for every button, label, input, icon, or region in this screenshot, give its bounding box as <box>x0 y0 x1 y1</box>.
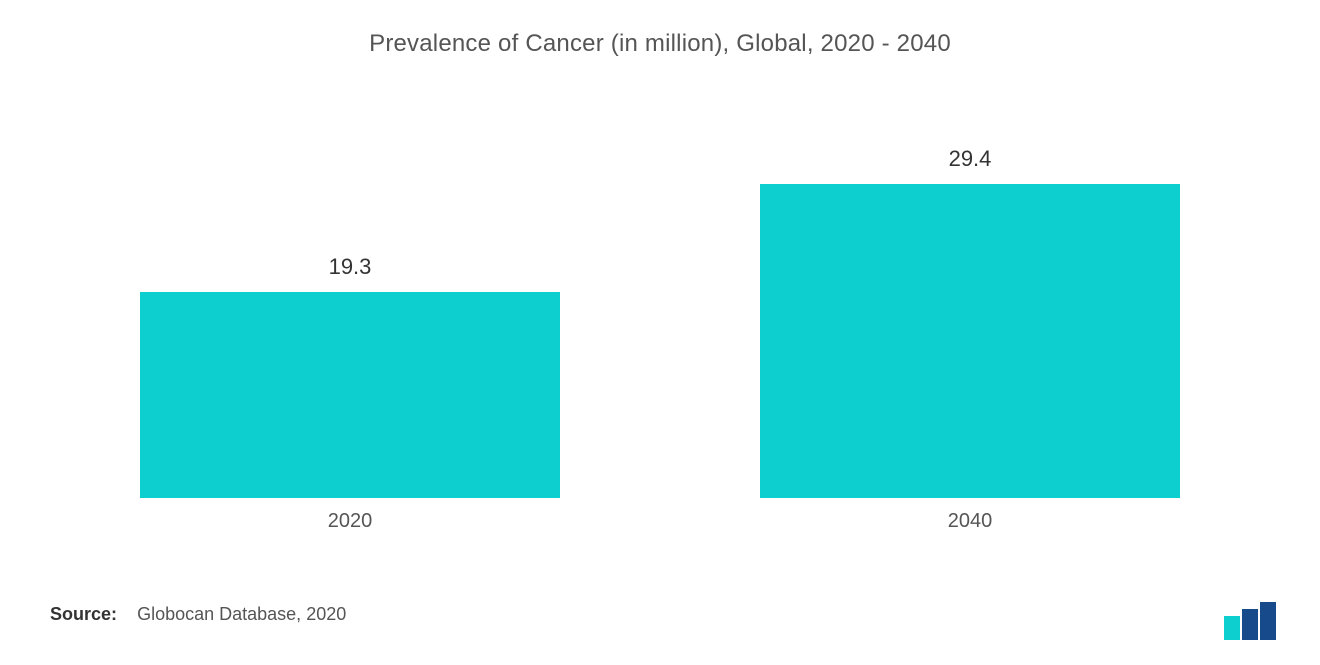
bar-group: 19.32020 <box>140 254 560 498</box>
bar-category-label: 2020 <box>140 510 560 533</box>
bar-value-label: 19.3 <box>329 254 372 280</box>
plot-area: 19.32020 29.42040 <box>100 118 1220 498</box>
chart-container: Prevalence of Cancer (in million), Globa… <box>0 0 1320 665</box>
bar-group: 29.42040 <box>760 146 1180 498</box>
logo-bar-1 <box>1224 616 1240 640</box>
source-label: Source: <box>50 604 117 624</box>
source-line: Source: Globocan Database, 2020 <box>50 604 346 625</box>
source-text: Globocan Database, 2020 <box>137 604 346 624</box>
logo-bar-3 <box>1260 602 1276 640</box>
bar-value-label: 29.4 <box>949 146 992 172</box>
brand-logo-icon <box>1224 602 1280 640</box>
logo-bar-2 <box>1242 609 1258 640</box>
chart-title: Prevalence of Cancer (in million), Globa… <box>50 30 1270 58</box>
bar-category-label: 2040 <box>760 510 1180 533</box>
bar-rect <box>760 184 1180 498</box>
bar-rect <box>140 292 560 498</box>
